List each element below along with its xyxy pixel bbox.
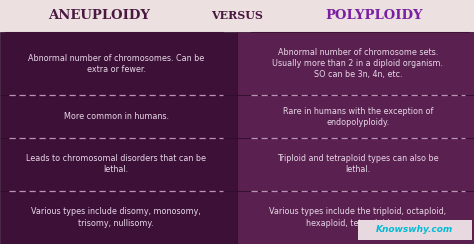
FancyBboxPatch shape	[237, 138, 474, 191]
Text: Various types include disomy, monosomy,
trisomy, nullisomy.: Various types include disomy, monosomy, …	[31, 207, 201, 227]
FancyBboxPatch shape	[358, 220, 472, 240]
Text: POLYPLOIDY: POLYPLOIDY	[326, 9, 423, 22]
FancyBboxPatch shape	[0, 32, 237, 95]
Text: VERSUS: VERSUS	[211, 10, 263, 21]
Text: Rare in humans with the exception of
endopolyploidy.: Rare in humans with the exception of end…	[283, 107, 433, 127]
Text: Various types include the triploid, octaploid,
hexaploid, tetraploid, etc.: Various types include the triploid, octa…	[269, 207, 447, 227]
Text: ANEUPLOIDY: ANEUPLOIDY	[48, 9, 151, 22]
Text: Triploid and tetraploid types can also be
lethal.: Triploid and tetraploid types can also b…	[277, 154, 438, 174]
Text: Knowswhy.com: Knowswhy.com	[376, 225, 453, 234]
Text: Abnormal number of chromosomes. Can be
extra or fewer.: Abnormal number of chromosomes. Can be e…	[28, 53, 204, 74]
FancyBboxPatch shape	[0, 95, 237, 138]
FancyBboxPatch shape	[237, 32, 474, 95]
FancyBboxPatch shape	[0, 191, 237, 244]
FancyBboxPatch shape	[0, 0, 474, 32]
FancyBboxPatch shape	[0, 138, 237, 191]
Text: Leads to chromosomal disorders that can be
lethal.: Leads to chromosomal disorders that can …	[26, 154, 206, 174]
FancyBboxPatch shape	[237, 191, 474, 244]
Text: Abnormal number of chromosome sets.
Usually more than 2 in a diploid organism.
S: Abnormal number of chromosome sets. Usua…	[273, 48, 443, 79]
FancyBboxPatch shape	[237, 95, 474, 138]
Text: More common in humans.: More common in humans.	[64, 112, 169, 121]
